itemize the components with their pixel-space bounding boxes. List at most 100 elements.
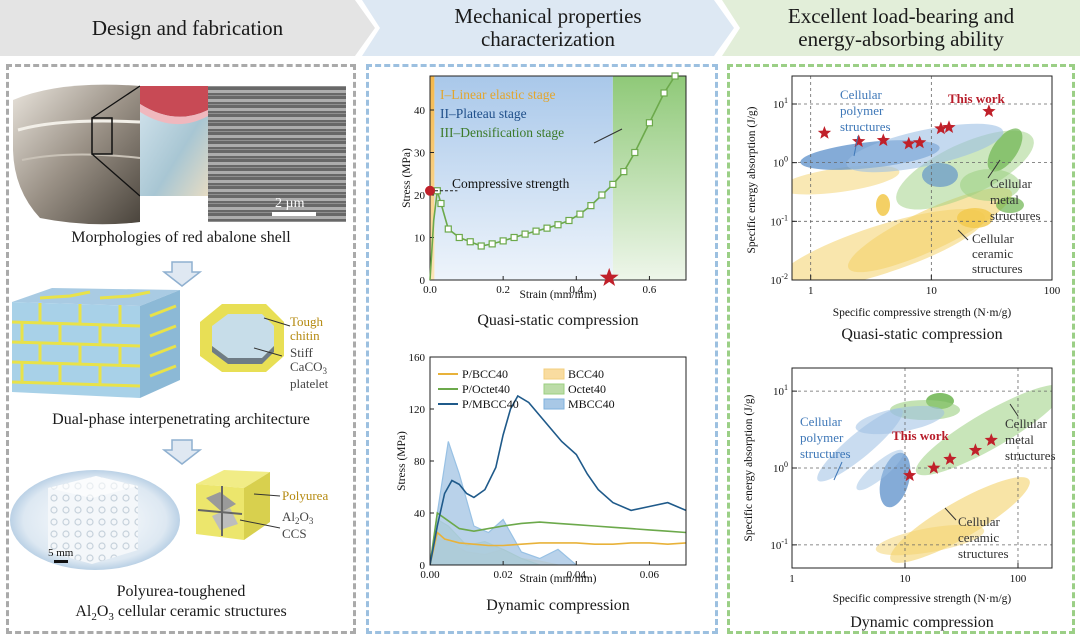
this-work-star	[942, 120, 956, 133]
chart4-metal-line1: Cellular	[1005, 416, 1048, 431]
stiff-label-2-main: CaCO	[290, 359, 323, 374]
header-load: Excellent load-bearing and energy-absorbi…	[722, 0, 1080, 56]
y-tick-label: 40	[414, 508, 426, 520]
stiff-label-3: platelet	[290, 376, 329, 391]
curve-marker	[499, 237, 507, 245]
chart4-polymer-line1: Cellular	[800, 414, 843, 429]
area-mbcc40	[430, 441, 578, 565]
chart3-this-work-label: This work	[948, 91, 1005, 106]
x-tick-label: 1	[789, 573, 795, 585]
y-tick-label: 40	[414, 105, 426, 117]
stiff-label-2: CaCO3	[290, 359, 328, 376]
x-tick-label: 0.06	[640, 569, 660, 581]
al2o3-label-a: Al	[282, 509, 295, 524]
flow-arrow-1	[161, 261, 203, 287]
x-tick-label: 1	[808, 285, 814, 297]
chart4-polymer-line3: structures	[800, 446, 851, 461]
chart3-metal-line2: metal	[990, 192, 1019, 207]
y-tick-label: 160	[409, 352, 426, 364]
nacre-zoom-photo	[140, 86, 208, 196]
curve-marker	[437, 199, 445, 208]
this-work-star	[817, 126, 832, 139]
chart4-polymer-line2: polymer	[800, 430, 844, 445]
y-tick-label: 0	[420, 560, 426, 572]
this-work-star	[984, 433, 998, 446]
chart3-frame	[791, 75, 1053, 281]
chart4-title: Dynamic compression	[850, 614, 994, 631]
curve-marker	[660, 89, 668, 97]
caption-final-b: O	[97, 603, 109, 620]
al2o3-label: Al2O3	[282, 509, 314, 526]
x-tick-label: 0.04	[567, 569, 587, 581]
header-mech-line1: Mechanical properties	[454, 4, 642, 28]
this-work-star	[927, 461, 941, 474]
legend-label: P/BCC40	[462, 367, 508, 381]
this-work-star	[934, 121, 948, 135]
curve-marker	[671, 72, 679, 80]
chart4-metal-line2: metal	[1005, 432, 1034, 447]
curve-marker	[510, 233, 518, 242]
curve-marker	[543, 224, 551, 232]
flow-arrow-2	[161, 439, 203, 465]
hexagon-platelet	[200, 304, 291, 372]
curve-marker	[488, 240, 496, 248]
header-design: Design and fabrication	[0, 0, 375, 56]
curve-marker	[466, 238, 474, 246]
panel-design	[6, 64, 356, 634]
chart3-ceramic-line1: Cellular	[972, 231, 1015, 246]
sem-image: 2 µm	[208, 86, 346, 222]
y-tick-label: 10-1	[770, 537, 788, 552]
chart3-blobs	[792, 123, 1034, 280]
stage-2-region	[434, 76, 613, 280]
legend-label: P/MBCC40	[462, 397, 519, 411]
this-work-star	[902, 136, 916, 150]
curve-marker	[521, 230, 529, 238]
chart3-metal-line1: Cellular	[990, 176, 1033, 191]
caption-final-line1: Polyurea-toughened	[117, 583, 246, 600]
stage-3-pointer	[593, 128, 623, 144]
this-work-star	[599, 267, 619, 286]
x-tick-label: 10	[899, 573, 911, 585]
chart4-this-work-label: This work	[892, 428, 949, 443]
caption-architecture: Dual-phase interpenetrating architecture	[52, 411, 310, 428]
header-load-line2: energy-absorbing ability	[798, 27, 1004, 51]
x-tick-label: 0.02	[494, 569, 513, 581]
line-p-octet40	[430, 511, 686, 565]
tick-exponent: -2	[781, 272, 788, 281]
stiff-label-2-sub: 3	[323, 366, 328, 376]
y-tick-label: 101	[773, 383, 788, 398]
y-tick-label: 80	[414, 456, 426, 468]
polyurea-cube	[196, 470, 281, 540]
legend-swatch	[543, 398, 565, 410]
y-tick-label: 20	[414, 190, 426, 202]
caption-final-sub2: 3	[108, 611, 114, 623]
chart4-ylabel: Specific energy absorption (J/g)	[743, 394, 755, 541]
compressive-strength-dot	[425, 185, 435, 196]
ccs-lattice-photo	[10, 470, 180, 570]
this-work-star	[913, 135, 927, 149]
header-design-text: Design and fabrication	[91, 15, 284, 40]
curve-marker	[631, 148, 639, 157]
curve-marker	[477, 242, 485, 250]
x-tick-label: 0.6	[643, 284, 657, 296]
curve-marker	[455, 233, 463, 242]
stage-1-region	[430, 76, 435, 280]
line-p-mbcc40	[430, 394, 686, 565]
caption-final-c: cellular ceramic structures	[114, 603, 287, 620]
tick-exponent: 1	[784, 383, 788, 392]
y-tick-label: 120	[409, 404, 426, 416]
x-tick-label: 10	[926, 285, 938, 297]
chart4-ceramic-line2: ceramic	[958, 530, 999, 545]
tick-exponent: 0	[784, 155, 788, 164]
chart3-polymer-line2: polymer	[840, 103, 884, 118]
chart3-polymer-line3: structures	[840, 119, 891, 134]
curve-marker	[598, 191, 606, 199]
x-tick-label: 0.2	[496, 284, 510, 296]
brick-cube	[11, 288, 180, 398]
curve-marker	[587, 202, 595, 210]
curve-marker	[576, 210, 584, 218]
scale-5mm-label: 5 mm	[48, 547, 74, 559]
